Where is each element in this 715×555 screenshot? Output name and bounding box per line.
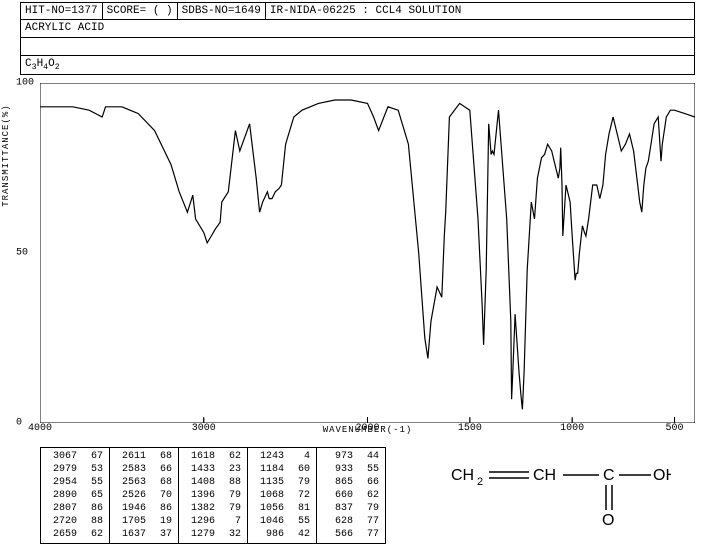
compound-name-row: ACRYLIC ACID — [20, 20, 695, 38]
peak-row: 12967 — [185, 515, 241, 528]
header-row: HIT-NO=1377 SCORE= ( ) SDBS-NO=1649 IR-N… — [20, 2, 695, 20]
xtick-4000: 4000 — [28, 423, 52, 434]
peak-row: 93355 — [323, 463, 379, 476]
peak-row: 127932 — [185, 528, 241, 541]
peak-column: 3067672979532954552890652807862720882659… — [41, 448, 110, 543]
peak-row: 258366 — [116, 463, 172, 476]
peak-row: 289065 — [47, 489, 103, 502]
peak-row: 143323 — [185, 463, 241, 476]
peak-row: 140888 — [185, 476, 241, 489]
spectrum-svg — [40, 83, 695, 423]
peak-row: 261168 — [116, 450, 172, 463]
peak-row: 252670 — [116, 489, 172, 502]
peak-row: 106872 — [254, 489, 310, 502]
peak-row: 56677 — [323, 528, 379, 541]
peak-row: 170519 — [116, 515, 172, 528]
peak-row: 104655 — [254, 515, 310, 528]
structure-svg: CH2 CH C OH O — [441, 455, 671, 535]
ytick-0: 0 — [16, 418, 22, 429]
empty-row — [20, 38, 695, 56]
peak-row: 113579 — [254, 476, 310, 489]
peak-row: 62877 — [323, 515, 379, 528]
peak-row: 306767 — [47, 450, 103, 463]
score-cell: SCORE= ( ) — [103, 3, 178, 19]
peak-row: 86566 — [323, 476, 379, 489]
peak-row: 295455 — [47, 476, 103, 489]
peak-row: 98642 — [254, 528, 310, 541]
xtick-1500: 1500 — [458, 423, 482, 434]
peak-table: 3067672979532954552890652807862720882659… — [40, 447, 386, 544]
molecular-structure: CH2 CH C OH O — [416, 447, 695, 544]
peak-row: 105681 — [254, 502, 310, 515]
peak-row: 138279 — [185, 502, 241, 515]
peak-column: 97344933558656666062837796287756677 — [317, 448, 385, 543]
xtick-2000: 2000 — [355, 423, 379, 434]
peak-row: 118460 — [254, 463, 310, 476]
formula-row: C3H4O2 — [20, 56, 695, 75]
svg-text:C: C — [603, 467, 615, 484]
peak-row: 139679 — [185, 489, 241, 502]
svg-text:2: 2 — [477, 476, 483, 488]
xtick-1000: 1000 — [560, 423, 584, 434]
ytick-100: 100 — [16, 78, 34, 89]
ytick-50: 50 — [16, 248, 28, 259]
svg-text:CH: CH — [533, 467, 556, 484]
peak-row: 12434 — [254, 450, 310, 463]
sdbs-no-cell: SDBS-NO=1649 — [178, 3, 266, 19]
peak-column: 1243411846011357910687210568110465598642 — [248, 448, 317, 543]
peak-column: 2611682583662563682526701946861705191637… — [110, 448, 179, 543]
peak-row: 194686 — [116, 502, 172, 515]
bottom-section: 3067672979532954552890652807862720882659… — [40, 447, 695, 544]
peak-row: 297953 — [47, 463, 103, 476]
peak-row: 272088 — [47, 515, 103, 528]
svg-text:O: O — [602, 512, 614, 529]
ir-spectrum-chart: TRANSMITTANCE(%) 100 50 0 40003000200015… — [40, 83, 695, 423]
svg-text:OH: OH — [653, 467, 671, 484]
peak-row: 83779 — [323, 502, 379, 515]
peak-row: 265962 — [47, 528, 103, 541]
peak-row: 280786 — [47, 502, 103, 515]
peak-row: 256368 — [116, 476, 172, 489]
xtick-3000: 3000 — [192, 423, 216, 434]
peak-column: 1618621433231408881396791382791296712793… — [179, 448, 248, 543]
y-axis-label: TRANSMITTANCE(%) — [1, 105, 11, 207]
svg-text:CH: CH — [451, 467, 474, 484]
peak-row: 97344 — [323, 450, 379, 463]
hit-no-cell: HIT-NO=1377 — [21, 3, 103, 19]
peak-row: 161862 — [185, 450, 241, 463]
xtick-500: 500 — [666, 423, 684, 434]
peak-row: 66062 — [323, 489, 379, 502]
spectrum-id-cell: IR-NIDA-06225 : CCL4 SOLUTION — [266, 3, 694, 19]
peak-row: 163737 — [116, 528, 172, 541]
